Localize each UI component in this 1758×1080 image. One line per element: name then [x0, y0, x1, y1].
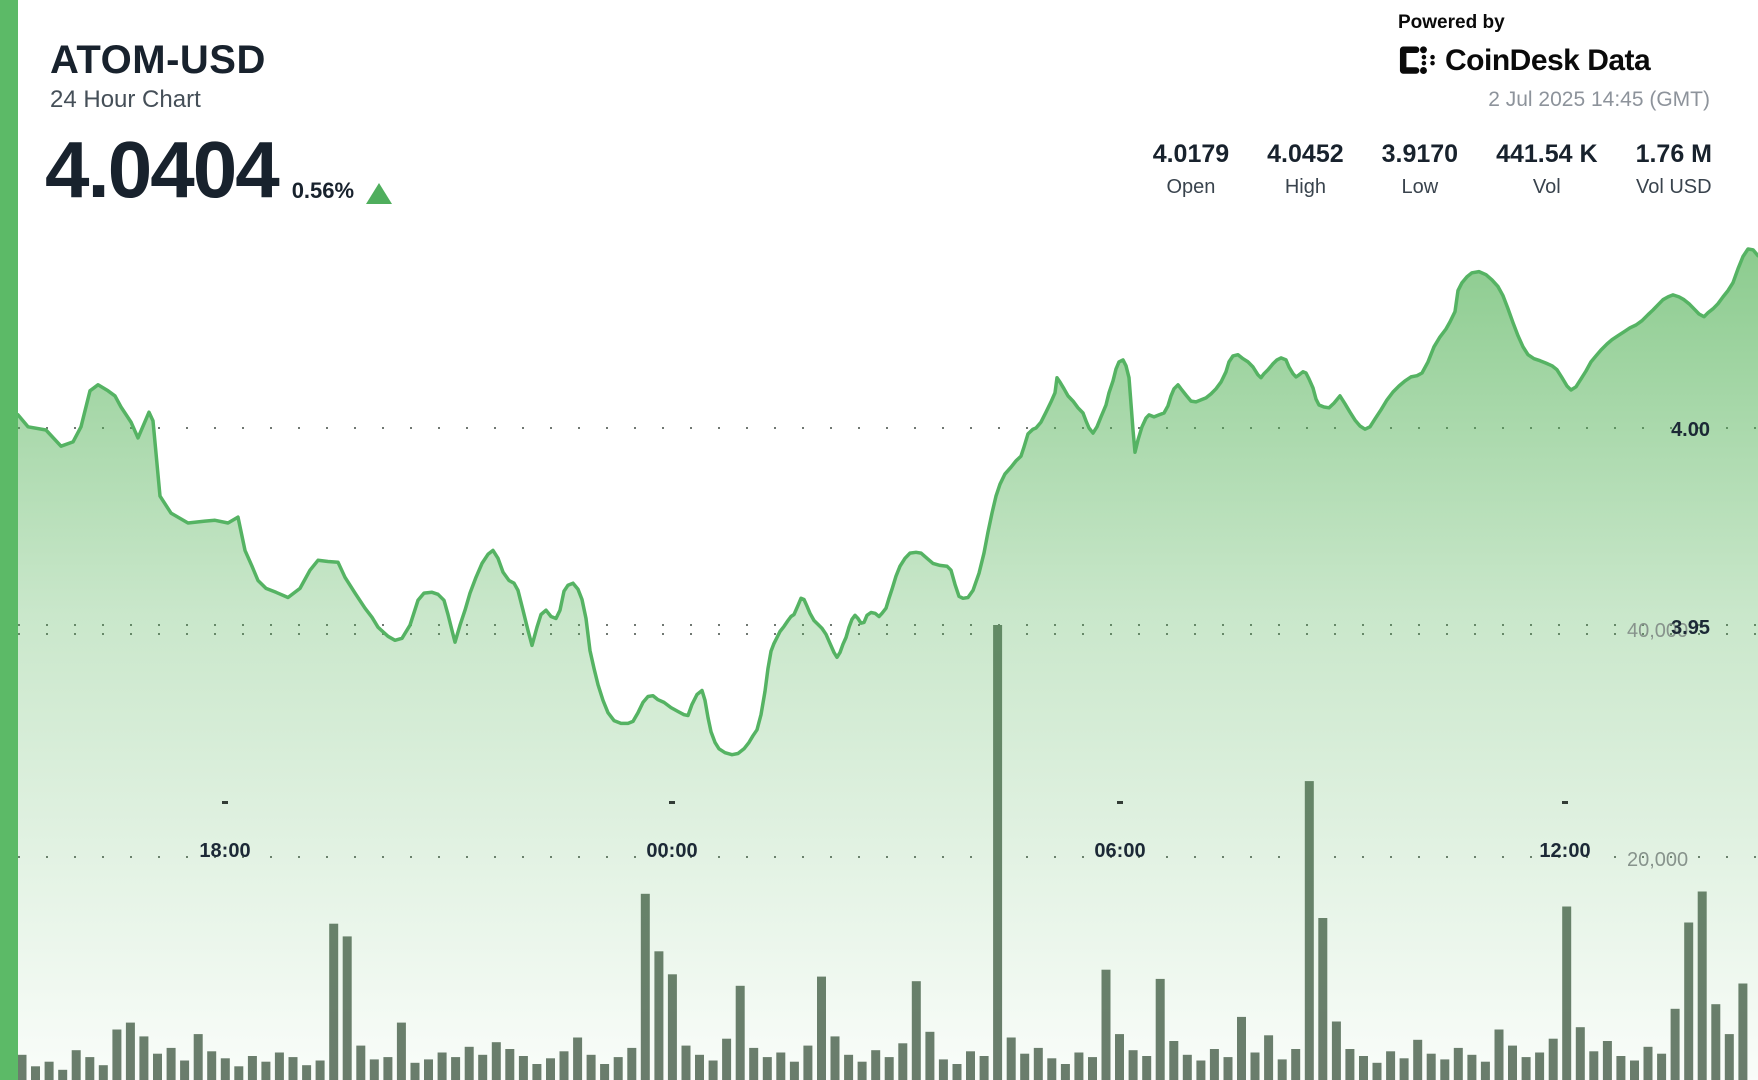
symbol-title: ATOM-USD — [50, 38, 266, 82]
volume-axis-label: 40,000 — [1627, 620, 1688, 642]
stat-value: 441.54 K — [1496, 140, 1598, 168]
volume-axis-label: 20,000 — [1627, 849, 1688, 871]
price-axis-labels: 4.00 3.95 — [1671, 419, 1710, 639]
stat-low: 3.9170 Low — [1382, 140, 1458, 199]
stat-vol: 441.54 K Vol — [1496, 140, 1597, 199]
left-accent-bar — [0, 0, 18, 1080]
stat-open: 4.0179 Open — [1153, 140, 1229, 199]
time-axis-label: 00:00 — [646, 840, 697, 862]
current-price: 4.0404 — [45, 125, 280, 214]
coindesk-logo-text: CoinDesk Data — [1445, 44, 1651, 77]
stat-label: Vol USD — [1635, 176, 1712, 198]
area-fill — [18, 249, 1758, 1080]
stat-value: 4.0452 — [1267, 140, 1344, 168]
time-axis-ticks — [222, 801, 1568, 804]
time-axis-label: 12:00 — [1539, 840, 1590, 862]
chart-subtitle: 24 Hour Chart — [50, 86, 201, 113]
chart-timestamp: 2 Jul 2025 14:45 (GMT) — [1488, 88, 1710, 111]
price-line — [16, 247, 1758, 757]
stat-vol-usd: 1.76 M Vol USD — [1636, 140, 1712, 199]
stat-high: 4.0452 High — [1267, 140, 1343, 199]
stat-label: Vol — [1532, 176, 1561, 198]
stat-label: Open — [1166, 176, 1216, 198]
stat-value: 1.76 M — [1635, 140, 1712, 168]
time-axis-labels: 18:00 00:00 06:00 12:00 — [199, 840, 1590, 862]
coindesk-logo[interactable]: CoinDesk Data — [1398, 43, 1710, 79]
coindesk-logo-icon — [1399, 46, 1435, 74]
stat-label: High — [1284, 176, 1326, 198]
time-axis-tick — [222, 801, 228, 804]
time-axis-tick — [1562, 801, 1568, 804]
stat-value: 4.0179 — [1152, 140, 1230, 168]
attribution: Powered by CoinDesk Data 2 Jul 2025 14:4… — [1398, 12, 1710, 112]
time-axis-tick — [669, 801, 675, 804]
time-axis-label: 06:00 — [1094, 840, 1145, 862]
up-triangle-icon — [366, 183, 393, 204]
time-axis-tick — [1117, 801, 1123, 804]
price-axis-label: 4.00 — [1671, 419, 1710, 441]
volume-axis-labels: 40,000 20,000 — [1627, 620, 1688, 871]
price-axis-label: 3.95 — [1671, 617, 1710, 639]
stats-row: 4.0179 Open 4.0452 High 3.9170 Low 441.5… — [1153, 140, 1712, 199]
price-change-percent: 0.56% — [291, 178, 355, 203]
powered-by-label: Powered by — [1398, 12, 1505, 33]
stat-value: 3.9170 — [1381, 140, 1459, 168]
time-axis-label: 18:00 — [199, 840, 250, 862]
stat-label: Low — [1401, 176, 1439, 198]
